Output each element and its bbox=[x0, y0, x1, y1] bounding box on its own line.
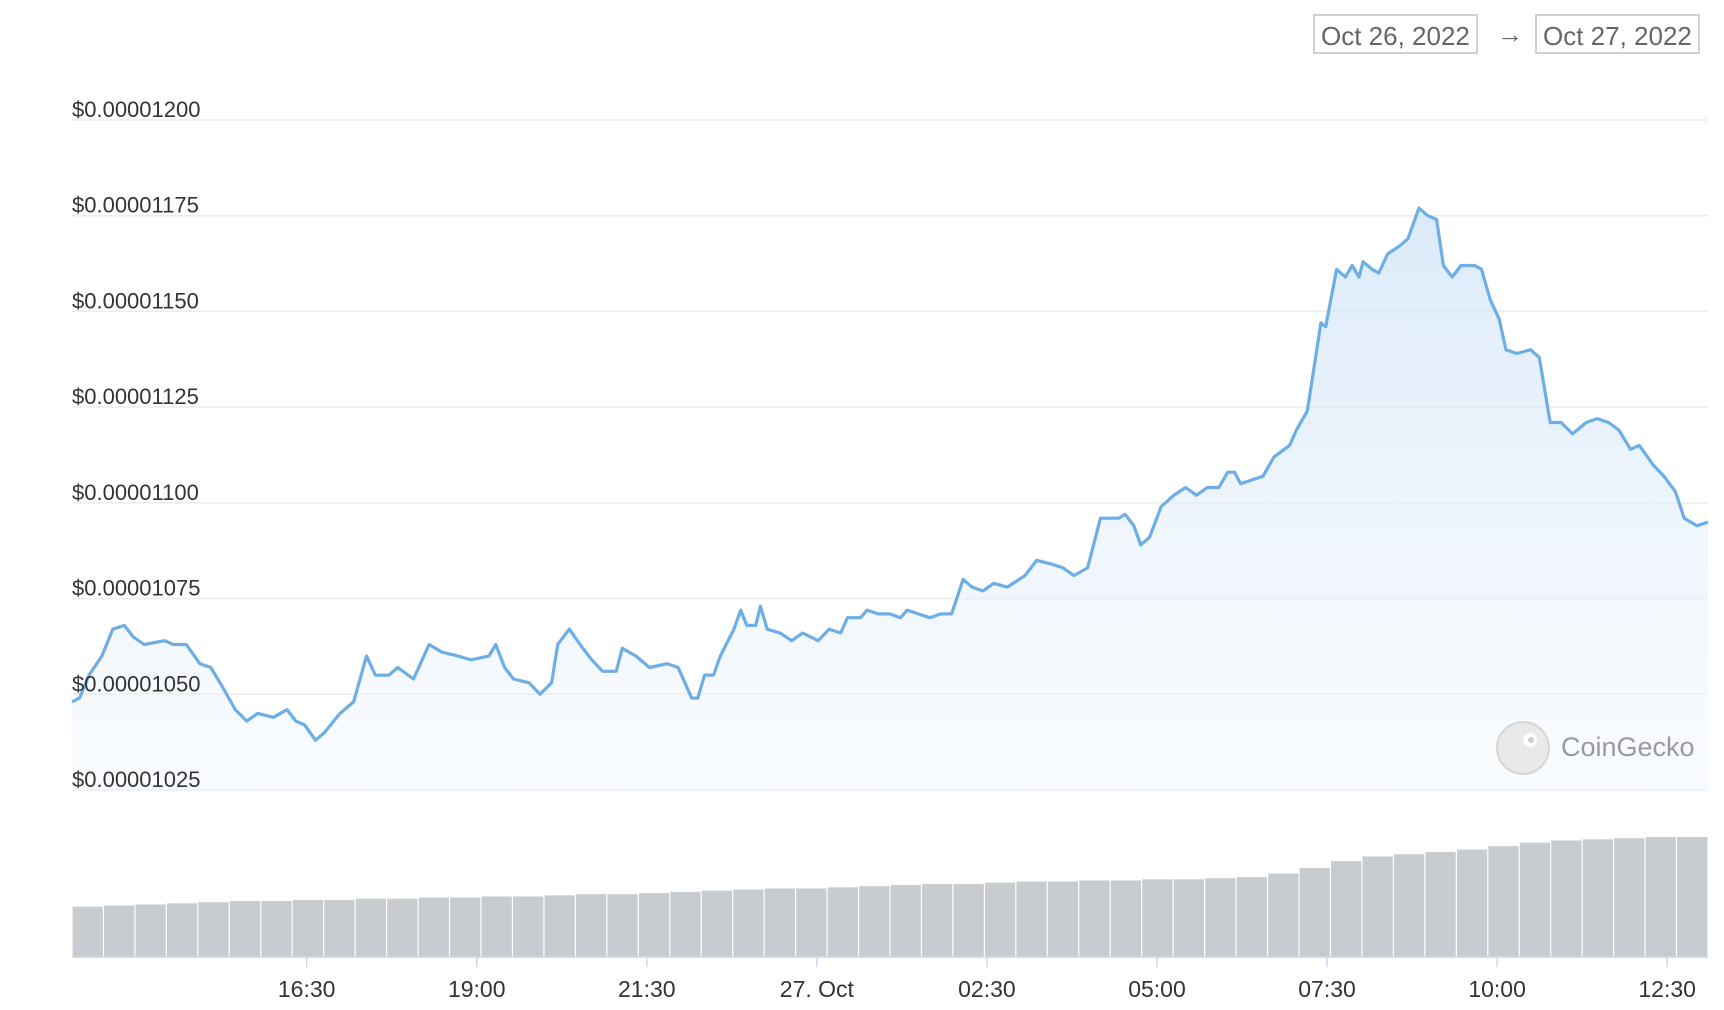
y-tick-label: $0.00001125 bbox=[72, 384, 199, 409]
x-tick-label: 12:30 bbox=[1638, 976, 1696, 1002]
volume-bar bbox=[890, 885, 921, 957]
volume-bar bbox=[1393, 854, 1425, 957]
watermark-logo: CoinGecko bbox=[1496, 721, 1695, 775]
volume-bars bbox=[72, 837, 1708, 957]
y-tick-label: $0.00001050 bbox=[72, 671, 200, 696]
volume-bar bbox=[1551, 840, 1582, 957]
x-tick-label: 02:30 bbox=[958, 976, 1016, 1002]
volume-bar bbox=[355, 898, 387, 957]
volume-bar bbox=[166, 903, 198, 957]
volume-bar bbox=[229, 901, 261, 957]
volume-bar bbox=[953, 883, 984, 957]
volume-bar bbox=[387, 898, 418, 957]
volume-bar bbox=[827, 887, 858, 957]
x-tick-label: 19:00 bbox=[448, 976, 506, 1002]
volume-bar bbox=[670, 891, 701, 957]
volume-bar bbox=[72, 906, 103, 957]
volume-bar bbox=[1079, 880, 1110, 957]
plot bbox=[71, 206, 1709, 791]
date-from[interactable]: Oct 26, 2022 bbox=[1313, 14, 1478, 54]
volume-bar bbox=[1299, 867, 1330, 957]
volume-bar bbox=[764, 888, 796, 957]
x-tick-label: 16:30 bbox=[278, 976, 336, 1002]
volume-bar bbox=[135, 904, 166, 957]
volume-bar bbox=[1047, 881, 1079, 957]
x-tick-label: 07:30 bbox=[1298, 976, 1356, 1002]
volume-bar bbox=[922, 883, 953, 957]
watermark: CoinGecko bbox=[1561, 732, 1695, 762]
volume-bar bbox=[701, 890, 733, 957]
x-tick-label: 27. Oct bbox=[780, 976, 855, 1002]
volume-bar bbox=[1425, 851, 1456, 957]
volume-bar bbox=[575, 894, 607, 957]
volume-bar bbox=[1582, 839, 1614, 957]
volume-bar bbox=[1614, 838, 1645, 957]
x-tick-label: 21:30 bbox=[618, 976, 676, 1002]
volume-bar bbox=[1362, 856, 1393, 957]
y-tick-label: $0.00001100 bbox=[72, 480, 199, 505]
volume-bar bbox=[104, 905, 135, 957]
y-tick-label: $0.00001150 bbox=[72, 288, 199, 313]
volume-bar bbox=[638, 893, 670, 957]
volume-bar bbox=[1331, 861, 1362, 957]
volume-bar bbox=[544, 895, 575, 957]
volume-bar bbox=[1519, 842, 1551, 957]
volume-bar bbox=[1110, 880, 1142, 957]
volume-bar bbox=[1645, 837, 1676, 957]
x-tick-label: 10:00 bbox=[1468, 976, 1526, 1002]
volume-bar bbox=[324, 899, 355, 957]
volume-bar bbox=[418, 897, 449, 957]
date-arrow: → bbox=[1497, 19, 1523, 49]
volume-bar bbox=[1268, 873, 1299, 957]
volume-bar bbox=[607, 894, 638, 957]
price-area bbox=[72, 208, 1708, 791]
volume-bar bbox=[984, 882, 1016, 957]
date-to[interactable]: Oct 27, 2022 bbox=[1535, 14, 1700, 54]
volume-bar bbox=[1456, 849, 1488, 957]
volume-bar bbox=[261, 901, 292, 957]
volume-bar bbox=[1016, 881, 1047, 957]
volume-bar bbox=[796, 888, 827, 957]
volume-bar bbox=[1205, 878, 1236, 957]
volume-bar bbox=[1488, 846, 1519, 957]
axis-labels: $0.00001025 $0.00001050 $0.00001075 $0.0000… bbox=[72, 97, 1708, 1002]
volume-bar bbox=[1677, 837, 1708, 957]
volume-bar bbox=[292, 899, 324, 957]
volume-bar bbox=[198, 902, 229, 957]
volume-bar bbox=[859, 886, 890, 957]
volume-bar bbox=[1142, 879, 1173, 957]
volume-bar bbox=[1173, 879, 1205, 957]
y-tick-label: $0.00001200 bbox=[72, 97, 200, 122]
y-tick-label: $0.00001075 bbox=[72, 576, 200, 601]
y-tick-label: $0.00001175 bbox=[72, 193, 199, 218]
price-line bbox=[71, 206, 1709, 742]
x-tick-label: 05:00 bbox=[1128, 976, 1186, 1002]
volume-bar bbox=[513, 896, 544, 957]
volume-bar bbox=[1236, 877, 1267, 957]
volume-bar bbox=[733, 889, 764, 957]
volume-bar bbox=[450, 897, 481, 957]
y-tick-label: $0.00001025 bbox=[72, 767, 200, 792]
volume-bar bbox=[481, 896, 512, 957]
